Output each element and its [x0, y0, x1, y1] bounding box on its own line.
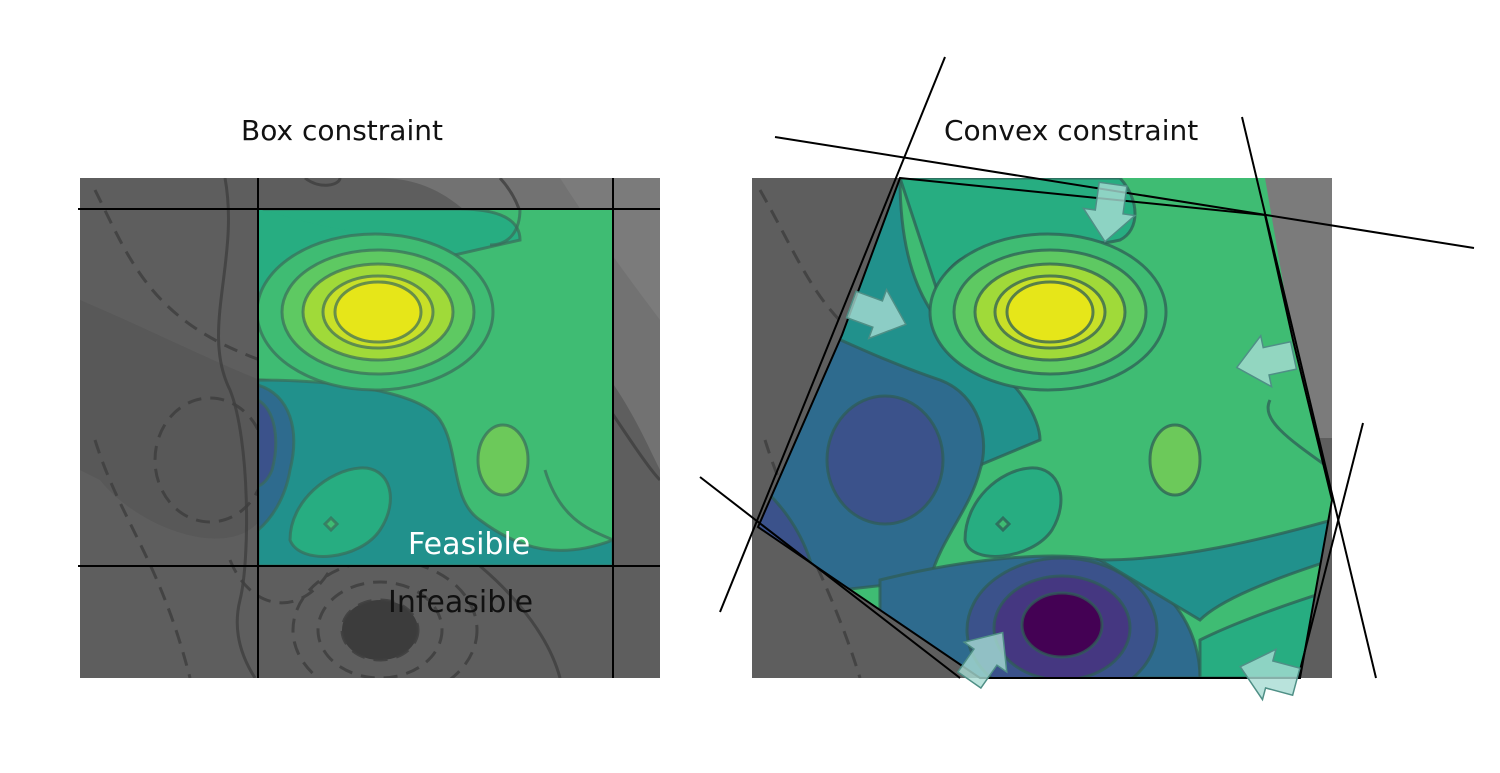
arrow-icon — [845, 287, 907, 340]
arrow-icon — [956, 631, 1008, 690]
arrow-icon — [1235, 334, 1298, 389]
arrow-icon — [1081, 181, 1137, 243]
box-constraint-lines — [78, 178, 660, 678]
constraint-arrows — [845, 181, 1301, 702]
constraint-line-left — [719, 56, 946, 613]
constraint-line-bottom — [699, 476, 961, 679]
feasible-label: Feasible — [408, 527, 530, 562]
constraint-line-right — [1241, 116, 1377, 679]
convex-constraint-title: Convex constraint — [944, 114, 1199, 147]
arrow-icon — [1239, 647, 1301, 702]
box-constraint-panel: Feasible Infeasible — [78, 178, 660, 678]
infeasible-label: Infeasible — [388, 585, 533, 620]
constraint-line-far-right — [1297, 422, 1364, 679]
feasible-region-right — [758, 178, 1332, 678]
feasible-region-left — [258, 209, 613, 566]
box-constraint-title: Box constraint — [241, 114, 443, 147]
convex-constraint-panel — [699, 56, 1475, 702]
